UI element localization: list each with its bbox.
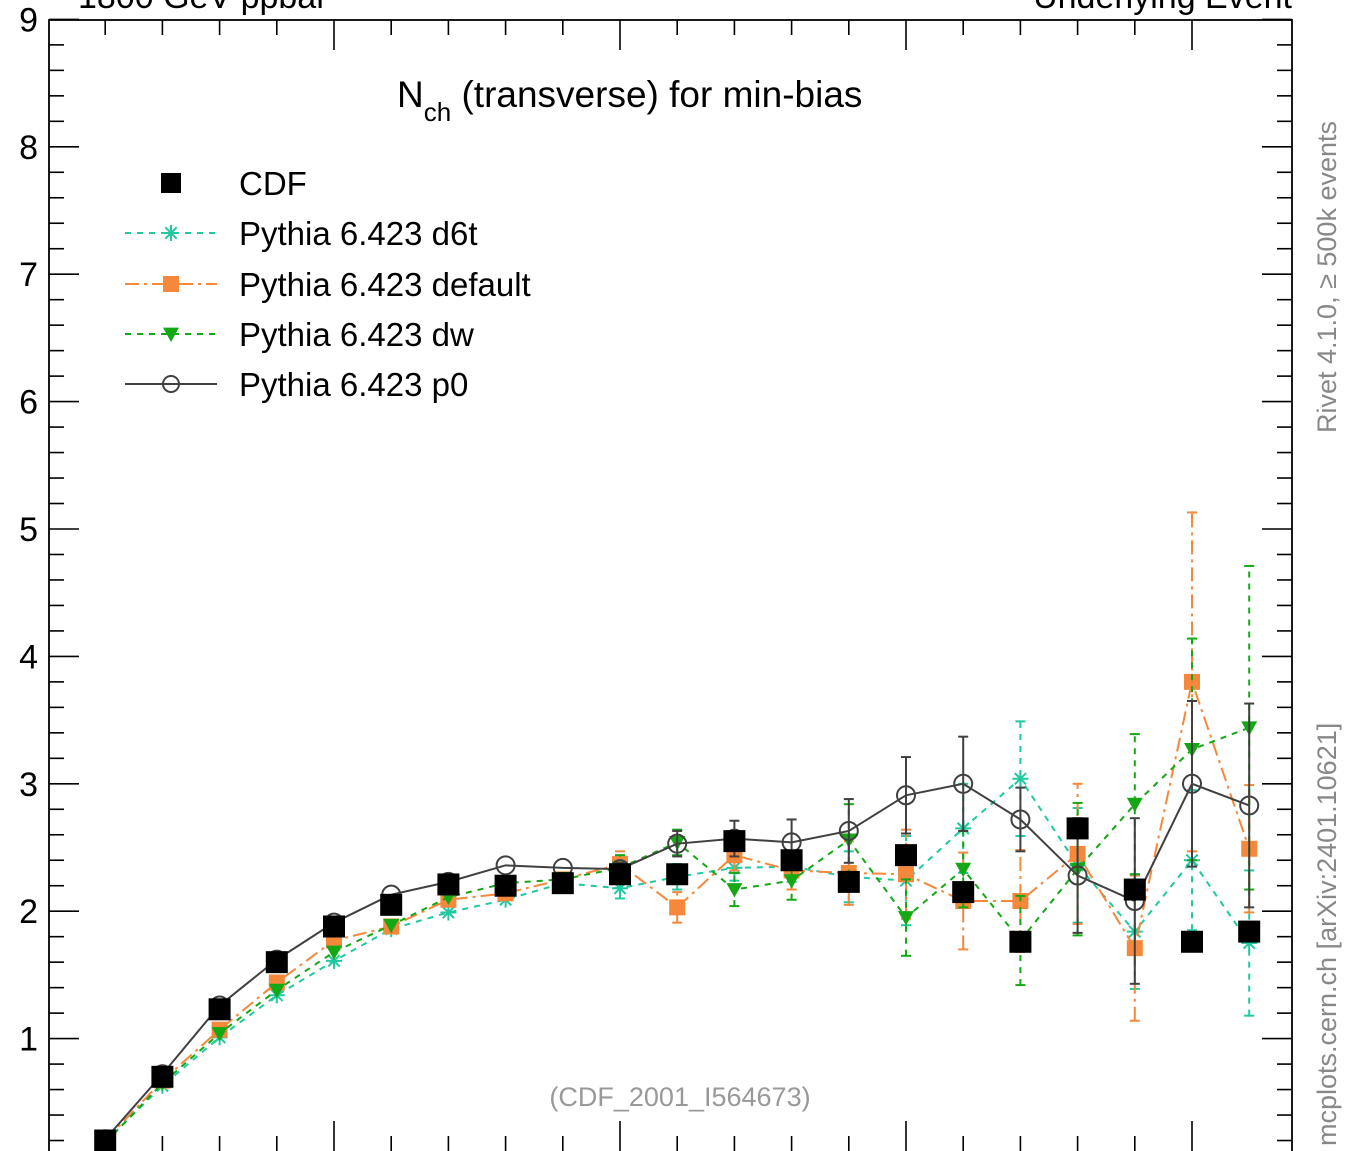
data-point [669, 899, 686, 916]
data-point [94, 1129, 117, 1151]
legend-label: Pythia 6.423 dw [239, 316, 474, 353]
title-main: N [397, 74, 424, 115]
data-point [326, 952, 342, 969]
data-point [1182, 773, 1202, 794]
data-point [783, 874, 800, 889]
header-right: Underlying Event [1033, 0, 1292, 16]
legend-label: Pythia 6.423 d6t [239, 215, 478, 252]
data-point [895, 844, 917, 867]
data-point [666, 863, 689, 886]
data-point [1184, 673, 1200, 690]
data-point [1012, 770, 1029, 787]
legend-marker [163, 225, 179, 241]
data-point [265, 951, 288, 974]
legend-label: Pythia 6.423 p0 [239, 366, 468, 403]
y-tick-label: 5 [19, 511, 38, 549]
legend-marker [163, 327, 179, 342]
title-rest: (transverse) for min-bias [451, 74, 862, 115]
data-point [380, 893, 403, 916]
data-point [1067, 865, 1088, 886]
y-tick-label: 9 [19, 1, 38, 39]
series-CDF [94, 817, 1261, 1151]
data-point [723, 830, 746, 853]
data-point [551, 872, 574, 895]
legend-item-d6t: Pythia 6.423 d6t [125, 215, 478, 252]
data-point [837, 870, 860, 893]
series-line [104, 782, 1250, 1140]
data-point [211, 1027, 228, 1042]
data-point [955, 862, 972, 878]
data-point [1238, 920, 1261, 943]
data-point [952, 881, 975, 904]
legend-marker [162, 375, 180, 393]
y-tick-label: 1 [19, 1021, 38, 1059]
data-point [1066, 817, 1089, 840]
data-point [1126, 797, 1143, 813]
axes: 1 2 3 4 5 6 7 8 9 [19, 1, 1292, 1151]
data-point [1009, 930, 1032, 953]
data-point [494, 874, 517, 897]
y-tick-label: 7 [19, 256, 38, 294]
chart-title: Nch (transverse) for min-bias [397, 74, 862, 127]
header-left: 1800 GeV ppbar [78, 0, 328, 16]
data-point [323, 915, 345, 938]
data-point [609, 863, 631, 886]
data-point [437, 873, 460, 896]
legend-label: CDF [239, 165, 307, 202]
data-point [1123, 878, 1146, 901]
analysis-label: (CDF_2001_I564673) [549, 1082, 810, 1112]
y-tick-label: 6 [19, 384, 38, 422]
data-point [896, 785, 916, 806]
data-point [726, 883, 743, 898]
data-point [667, 833, 688, 854]
data-point [898, 911, 914, 926]
data-point [1181, 930, 1203, 953]
data-point [383, 918, 400, 934]
data-point [1010, 809, 1031, 830]
legend: CDF Pythia 6.423 d6t Pythia 6.423 default P… [125, 165, 531, 403]
data-point [838, 820, 859, 841]
legend-item-CDF: CDF [161, 165, 307, 202]
y-tick-label: 4 [19, 638, 38, 676]
data-point [268, 983, 285, 999]
y-tick-label: 8 [19, 129, 38, 167]
data-point [953, 773, 974, 794]
legend-marker [161, 173, 181, 193]
data-point [326, 945, 342, 960]
data-point [898, 866, 914, 883]
data-point [208, 998, 231, 1021]
title-subscript: ch [424, 97, 451, 127]
side-label-top: Rivet 4.1.0, ≥ 500k events [1312, 121, 1342, 433]
series-layer [94, 511, 1261, 1151]
legend-item-p0: Pythia 6.423 p0 [125, 366, 468, 403]
legend-marker [163, 276, 179, 292]
data-point [1239, 795, 1260, 816]
side-label-bottom: mcplots.cern.ch [arXiv:2401.10621] [1312, 723, 1342, 1146]
data-point [780, 849, 803, 872]
legend-item-dw: Pythia 6.423 dw [125, 316, 474, 353]
data-point [495, 855, 516, 876]
legend-label: Pythia 6.423 default [239, 266, 531, 303]
legend-item-default: Pythia 6.423 default [125, 266, 531, 303]
data-point [151, 1065, 174, 1088]
y-tick-label: 3 [19, 766, 38, 804]
y-tick-label: 2 [19, 893, 38, 931]
plot-frame [48, 19, 1293, 1151]
